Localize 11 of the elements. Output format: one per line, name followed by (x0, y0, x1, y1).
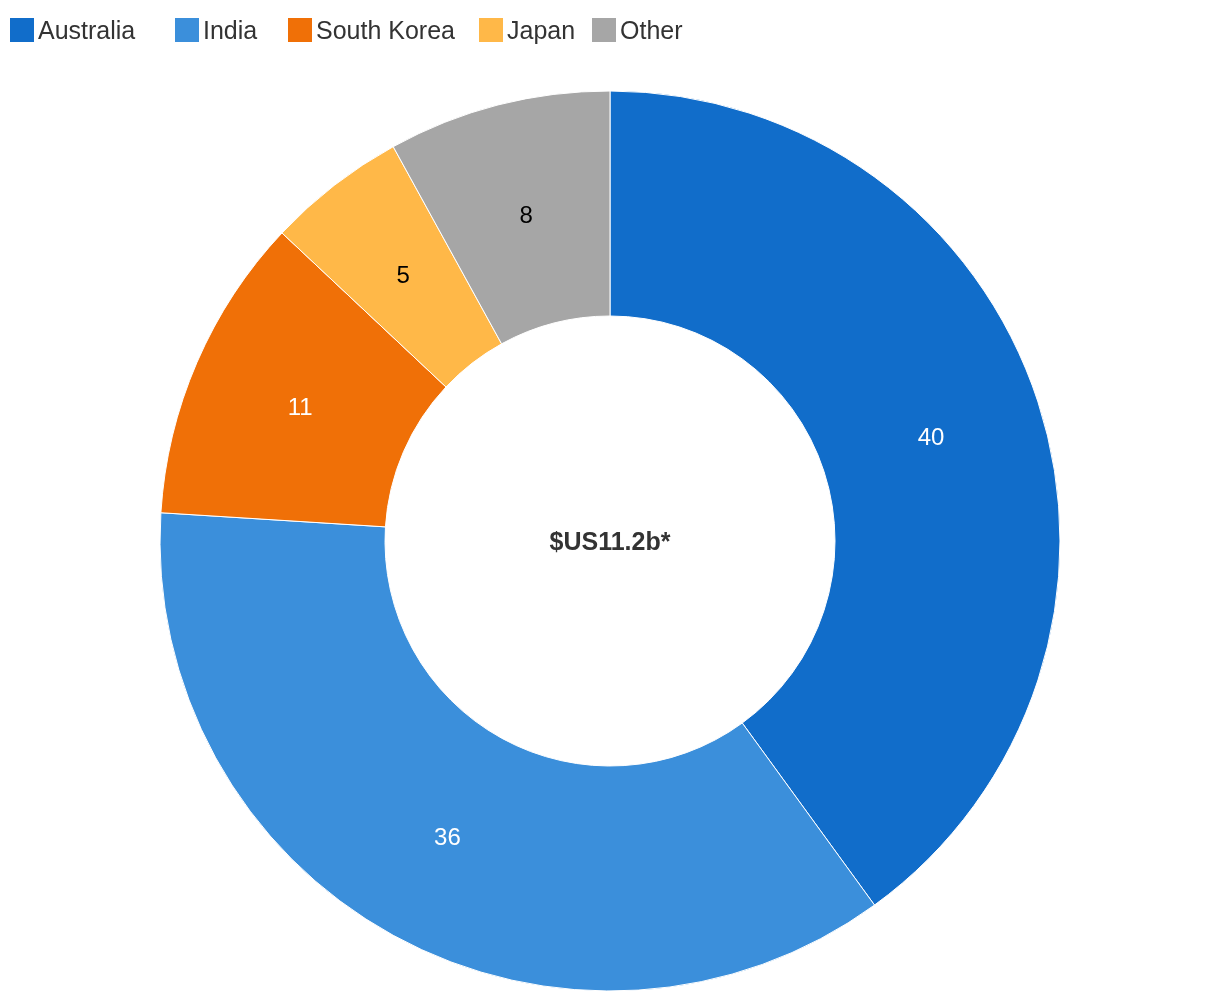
legend-label: South Korea (316, 16, 456, 44)
legend-label: Australia (38, 16, 136, 44)
data-label: 8 (519, 200, 533, 228)
legend-label: Other (620, 16, 683, 44)
text: $US11.2b* (549, 527, 671, 555)
data-label: 36 (434, 823, 461, 851)
legend-label: Japan (507, 16, 576, 44)
data-label: 5 (396, 260, 410, 288)
data-label: 40 (917, 423, 945, 451)
legend-label: India (203, 16, 258, 44)
data-label: 11 (287, 393, 313, 421)
